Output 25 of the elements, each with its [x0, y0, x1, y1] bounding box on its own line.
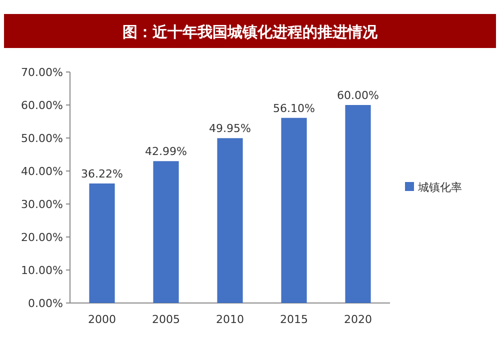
y-tick-label: 70.00% [21, 66, 63, 79]
y-tick-label: 50.00% [21, 132, 63, 145]
data-label: 60.00% [337, 89, 379, 102]
data-label: 42.99% [145, 145, 187, 158]
bar [281, 118, 307, 303]
x-tick-label: 2005 [152, 313, 180, 326]
x-tick-label: 2015 [280, 313, 308, 326]
x-tick-label: 2010 [216, 313, 244, 326]
chart-title: 图：近十年我国城镇化进程的推进情况 [122, 23, 378, 41]
bar [345, 105, 371, 303]
y-tick-label: 20.00% [21, 231, 63, 244]
y-tick-label: 10.00% [21, 264, 63, 277]
bar [217, 138, 243, 303]
bar [153, 161, 179, 303]
data-label: 49.95% [209, 122, 251, 136]
y-tick-label: 0.00% [28, 297, 63, 310]
x-tick-label: 2000 [88, 313, 116, 326]
y-tick-label: 30.00% [21, 198, 63, 211]
x-tick-label: 2020 [344, 313, 372, 326]
bar [89, 183, 115, 303]
y-tick-label: 40.00% [21, 165, 63, 178]
y-tick-label: 60.00% [21, 99, 63, 112]
data-label: 36.22% [81, 167, 123, 180]
legend-label: 城镇化率 [417, 181, 462, 194]
data-label: 56.10% [273, 102, 315, 115]
